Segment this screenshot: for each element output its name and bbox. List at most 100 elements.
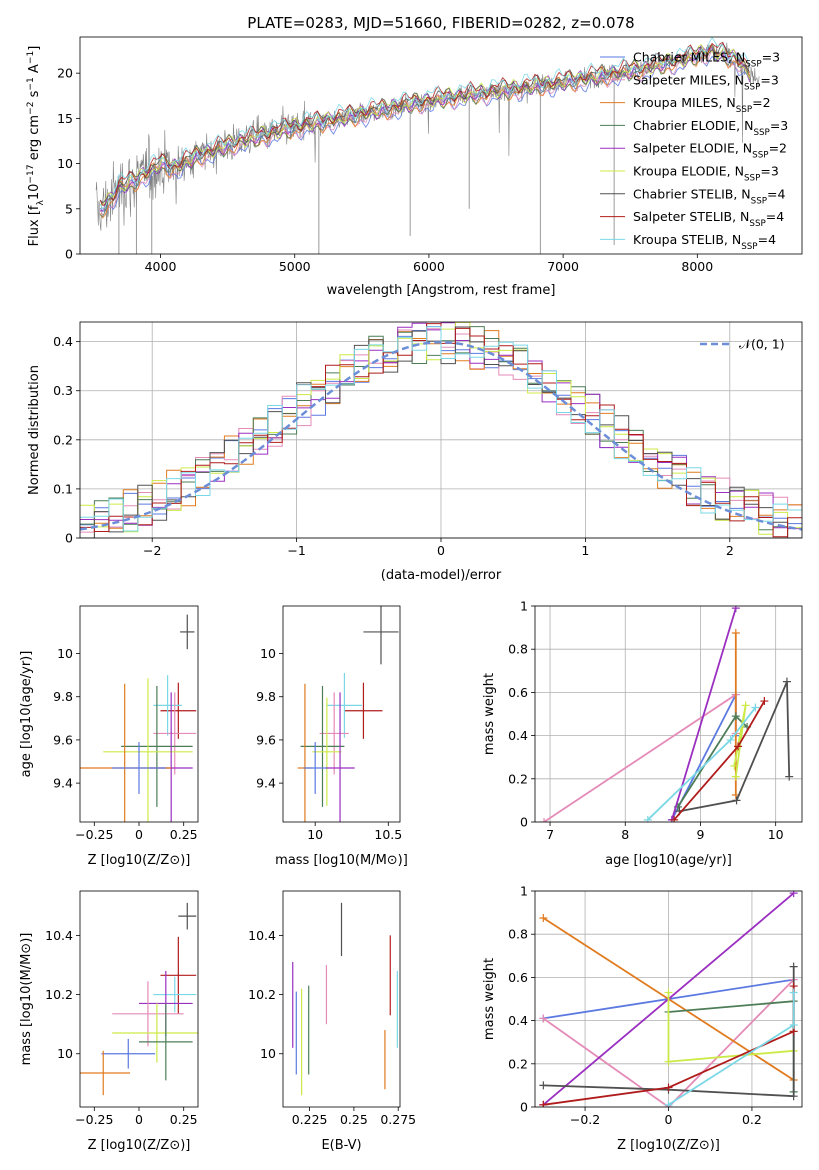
x-tick-label: −1 [287, 543, 305, 558]
plot-area [95, 37, 760, 254]
y-tick-label: 9.4 [256, 776, 276, 791]
weight-marker-chabrier_stelib [789, 962, 798, 971]
y-tick-label: 1 [520, 599, 528, 614]
x-tick-label: 0.275 [380, 1112, 416, 1127]
x-tick-label: 0.25 [170, 827, 198, 842]
plot-area [292, 902, 398, 1096]
weight-marker-chabrier_stelib [539, 1081, 548, 1090]
x-axis-label: Z [log10(Z/Z⊙)] [88, 1138, 191, 1153]
weight-marker-chabrier_stelib [789, 1092, 798, 1101]
weight-marker-salpeter_miles [539, 1014, 548, 1023]
plot-area [80, 902, 198, 1096]
legend-label: Kroupa MILES, NSSP=2 [633, 95, 771, 115]
y-tick-label: 10.2 [45, 987, 73, 1002]
x-tick-label: 10.5 [374, 827, 402, 842]
chart-mass_vs_ebv: 0.225 0.25 0.275 10 10.2 10.4 E(B-V) [248, 890, 416, 1153]
x-tick-label: 0.2 [742, 1112, 762, 1127]
weight-marker-kroupa_stelib [664, 1100, 673, 1107]
y-tick-label: 10 [57, 156, 73, 171]
axes-frame [534, 890, 803, 1108]
axes-frame [79, 36, 803, 255]
model-spectrum-kroupa_stelib [99, 37, 751, 210]
y-axis-label: mass [log10(M/M⊙)] [19, 933, 34, 1066]
weight-marker-salpeter_miles [540, 818, 549, 822]
y-tick-label: 10.4 [45, 928, 73, 943]
y-axis-label: Normed distribution [27, 365, 42, 495]
y-tick-label: 0 [520, 1100, 528, 1115]
weight-marker-chabrier_elodie [731, 712, 740, 721]
y-tick-label: 9.4 [53, 776, 73, 791]
chart-title: PLATE=0283, MJD=51660, FIBERID=0282, z=0… [247, 14, 634, 32]
y-tick-label: 0.6 [508, 970, 528, 985]
y-tick-label: 0.4 [508, 728, 528, 743]
axes-frame [79, 890, 199, 1108]
y-tick-label: 0 [65, 247, 73, 262]
x-tick-label: −2 [143, 543, 161, 558]
y-tick-label: 0.2 [508, 771, 528, 786]
legend-label: Chabrier ELODIE, NSSP=3 [633, 118, 788, 138]
x-tick-label: 7 [546, 827, 554, 842]
x-axis-label: Z [log10(Z/Z⊙)] [88, 853, 191, 868]
y-tick-label: 0.8 [508, 927, 528, 942]
chart-mass_vs_Z: −0.25 0 0.25 10 10.2 10.4 Z [log10(Z/Z⊙)] mass … [19, 890, 199, 1153]
normal-curve [80, 340, 802, 531]
y-tick-label: 20 [57, 66, 73, 81]
y-axis-label: age [log10(age/yr)] [19, 651, 34, 778]
weight-marker-kroupa_elodie [664, 1057, 673, 1066]
y-tick-label: 0.4 [53, 334, 73, 349]
x-tick-label: 0 [665, 1112, 673, 1127]
x-tick-label: 6000 [413, 259, 445, 274]
weight-marker-salpeter_stelib [760, 697, 769, 706]
x-tick-label: 1 [581, 543, 589, 558]
plot-area [297, 606, 399, 822]
axes-frame [79, 605, 199, 823]
y-tick-label: 9.8 [53, 689, 73, 704]
y-tick-label: 5 [65, 201, 73, 216]
x-tick-label: 8 [621, 827, 629, 842]
weight-marker-kroupa_stelib [789, 1020, 798, 1029]
y-tick-label: 0.3 [53, 383, 73, 398]
legend-label: Kroupa STELIB, NSSP=4 [633, 232, 776, 252]
axes-frame [282, 605, 401, 823]
chart-residuals: −2 −1 0 1 2 0 0.1 0.2 0.3 0.4 (data-model)/error No… [27, 321, 803, 583]
axes-frame [79, 321, 803, 539]
y-axis-label: mass weight [482, 958, 497, 1040]
weight-marker-kroupa_elodie [731, 772, 740, 781]
y-tick-label: 9.6 [256, 732, 276, 747]
x-axis-label: Z [log10(Z/Z⊙)] [617, 1138, 720, 1153]
y-axis-label: Flux [fλ10−17 erg cm−2 s−1 A−1] [26, 46, 46, 247]
x-tick-label: 10 [768, 827, 784, 842]
x-axis-label: mass [log10(M/M⊙)] [275, 853, 408, 868]
chart-age_vs_mass: 10 10.5 9.4 9.6 9.8 10 mass [log10(M/M⊙)] [256, 605, 408, 868]
weight-marker-kroupa_miles [539, 914, 548, 922]
model-spectrum-salpeter_elodie [100, 44, 751, 212]
weight-marker-kroupa_elodie [741, 701, 750, 710]
y-tick-label: 10 [57, 646, 73, 661]
x-tick-label: 8000 [681, 259, 713, 274]
y-tick-label: 1 [520, 884, 528, 899]
weight-line-salpeter_elodie [671, 607, 737, 821]
weight-line-salpeter_miles [543, 692, 737, 822]
x-tick-label: 4000 [145, 259, 177, 274]
plot-area [540, 606, 794, 822]
chart-weight_vs_age: 7 8 9 10 0 0.2 0.4 0.6 0.8 1 age [log10(age/yr)] ma… [482, 599, 803, 868]
plot-area [80, 322, 802, 538]
weight-marker-kroupa_stelib [726, 735, 735, 744]
legend-label: Chabrier MILES, NSSP=3 [633, 50, 780, 70]
weight-marker-salpeter_stelib [734, 742, 743, 751]
weight-marker-salpeter_stelib [670, 815, 679, 822]
y-tick-label: 0.2 [508, 1056, 528, 1071]
weight-marker-kroupa_miles [731, 629, 740, 637]
y-tick-label: 0 [520, 815, 528, 830]
y-tick-label: 15 [57, 111, 73, 126]
y-axis-label: mass weight [482, 673, 497, 755]
x-tick-label: 2 [726, 543, 734, 558]
x-tick-label: −0.25 [75, 1112, 113, 1127]
legend-label: Chabrier STELIB, NSSP=4 [633, 186, 786, 206]
model-spectrum-kroupa_miles [99, 44, 751, 219]
y-tick-label: 9.8 [256, 689, 276, 704]
y-tick-label: 0.2 [53, 432, 73, 447]
y-tick-label: 0.4 [508, 1013, 528, 1028]
